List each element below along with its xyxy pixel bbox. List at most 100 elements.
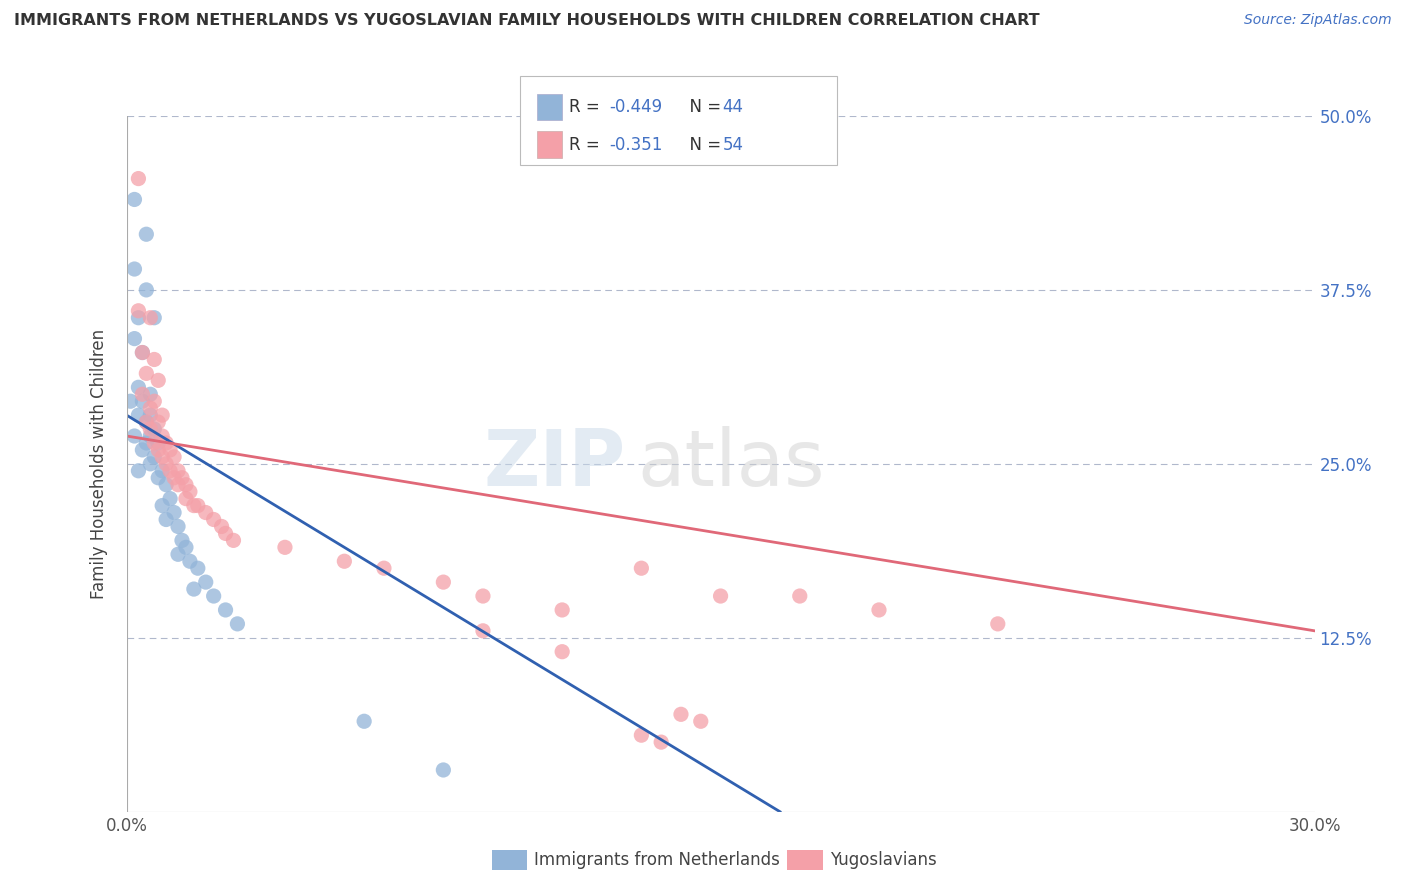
Text: R =: R = [569, 136, 606, 153]
Point [987, 616, 1010, 631]
Point [222, 533, 245, 548]
Text: Yugoslavians: Yugoslavians [830, 851, 936, 869]
Point [135, 415, 157, 429]
Point [159, 491, 181, 506]
Point [127, 380, 149, 394]
Text: R =: R = [569, 98, 606, 116]
Point [373, 561, 395, 575]
Point [159, 464, 181, 478]
Point [551, 603, 574, 617]
Point [167, 547, 190, 561]
Point [194, 575, 217, 590]
Point [167, 464, 190, 478]
Point [135, 436, 157, 450]
Point [789, 589, 811, 603]
Point [148, 373, 170, 387]
Point [174, 477, 197, 491]
Point [194, 506, 217, 520]
Point [148, 471, 170, 485]
Point [155, 512, 177, 526]
Text: IMMIGRANTS FROM NETHERLANDS VS YUGOSLAVIAN FAMILY HOUSEHOLDS WITH CHILDREN CORRE: IMMIGRANTS FROM NETHERLANDS VS YUGOSLAVI… [14, 13, 1039, 29]
Point [170, 471, 193, 485]
Point [274, 541, 297, 555]
Point [170, 533, 193, 548]
Point [143, 422, 166, 436]
Point [150, 499, 173, 513]
Point [472, 624, 495, 638]
Text: N =: N = [679, 136, 727, 153]
Point [127, 464, 149, 478]
Point [630, 561, 652, 575]
Text: -0.351: -0.351 [609, 136, 662, 153]
Point [131, 387, 153, 401]
Point [868, 603, 890, 617]
Point [150, 464, 173, 478]
Point [148, 415, 170, 429]
Point [139, 401, 162, 416]
Point [155, 436, 177, 450]
Point [127, 310, 149, 325]
Point [148, 436, 170, 450]
Point [139, 457, 162, 471]
Point [179, 554, 201, 568]
Point [131, 394, 153, 409]
Point [127, 171, 149, 186]
Point [214, 603, 236, 617]
Text: Immigrants from Netherlands: Immigrants from Netherlands [534, 851, 780, 869]
Point [163, 506, 186, 520]
Point [139, 310, 162, 325]
Point [131, 345, 153, 359]
Point [127, 408, 149, 422]
Point [179, 484, 201, 499]
Point [183, 582, 205, 596]
Point [143, 310, 166, 325]
Point [432, 763, 454, 777]
Point [139, 387, 162, 401]
Text: N =: N = [679, 98, 727, 116]
Point [226, 616, 249, 631]
Point [163, 471, 186, 485]
Point [143, 450, 166, 464]
Point [159, 442, 181, 457]
Text: 44: 44 [723, 98, 744, 116]
Point [174, 491, 197, 506]
Point [139, 422, 162, 436]
Point [124, 429, 146, 443]
Point [214, 526, 236, 541]
Point [689, 714, 711, 729]
Point [551, 645, 574, 659]
Point [183, 499, 205, 513]
Point [124, 193, 146, 207]
Point [163, 450, 186, 464]
Point [143, 436, 166, 450]
Text: 54: 54 [723, 136, 744, 153]
Point [139, 429, 162, 443]
Y-axis label: Family Households with Children: Family Households with Children [90, 329, 108, 599]
Point [333, 554, 356, 568]
Point [167, 477, 190, 491]
Point [143, 394, 166, 409]
Text: Source: ZipAtlas.com: Source: ZipAtlas.com [1244, 13, 1392, 28]
Point [127, 303, 149, 318]
Point [167, 519, 190, 533]
Text: ZIP: ZIP [484, 425, 626, 502]
Point [211, 519, 233, 533]
Text: -0.449: -0.449 [609, 98, 662, 116]
Point [135, 415, 157, 429]
Point [150, 450, 173, 464]
Point [630, 728, 652, 742]
Point [202, 589, 225, 603]
Point [669, 707, 692, 722]
Point [120, 394, 142, 409]
Point [353, 714, 375, 729]
Point [124, 332, 146, 346]
Point [135, 227, 157, 242]
Point [155, 457, 177, 471]
Point [135, 367, 157, 381]
Point [143, 352, 166, 367]
Point [124, 262, 146, 277]
Point [650, 735, 672, 749]
Point [432, 575, 454, 590]
Point [187, 499, 209, 513]
Point [150, 429, 173, 443]
